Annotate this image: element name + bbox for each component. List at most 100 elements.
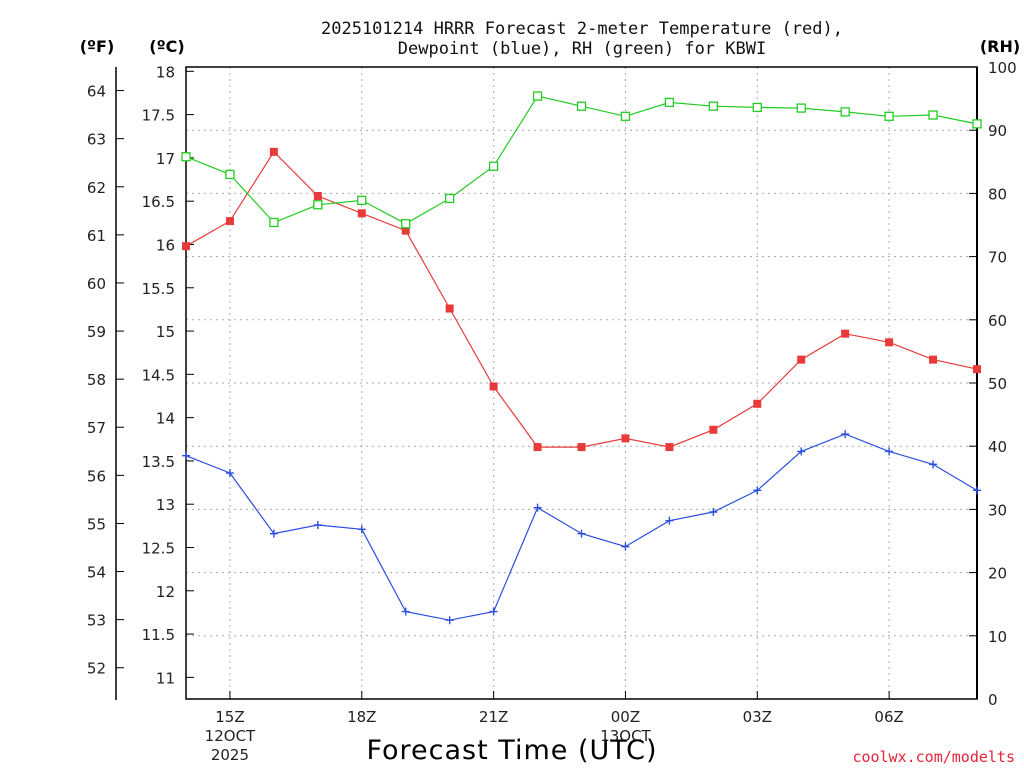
rh-point xyxy=(488,161,499,171)
rh-point xyxy=(181,152,191,162)
dewpoint-point xyxy=(225,469,234,478)
rh-tick-label: 90 xyxy=(988,122,1007,140)
rh-tick-label: 100 xyxy=(988,59,1017,77)
temperature-point xyxy=(973,365,981,374)
dewpoint-point xyxy=(401,607,410,616)
dewpoint-point xyxy=(929,460,938,469)
series-rh xyxy=(181,91,982,229)
celsius-unit-label: (ºC) xyxy=(149,37,184,56)
series-dewpoint xyxy=(182,430,981,625)
time-tick-label: 15Z xyxy=(215,708,244,726)
celsius-tick-label: 14 xyxy=(156,410,175,428)
temperature-point xyxy=(709,425,718,434)
fahrenheit-tick-label: 63 xyxy=(87,131,106,149)
temperature-point xyxy=(313,191,322,200)
temperature-point xyxy=(665,443,674,452)
dewpoint-point xyxy=(182,451,190,460)
dewpoint-point xyxy=(445,616,454,625)
dewpoint-point xyxy=(709,507,718,516)
rh-point xyxy=(972,119,982,129)
rh-point xyxy=(532,91,543,101)
rh-tick-label: 20 xyxy=(988,565,1007,583)
celsius-tick-label: 12.5 xyxy=(142,539,175,557)
dewpoint-point xyxy=(577,529,586,538)
fahrenheit-tick-label: 61 xyxy=(87,227,106,245)
temperature-point xyxy=(533,443,542,452)
rh-point xyxy=(357,195,367,206)
fahrenheit-axis-ticks: 52 53 54 55 56 57 58 59 60 61 62 63 64 xyxy=(87,83,124,678)
fahrenheit-tick-label: 58 xyxy=(87,371,106,389)
rh-point xyxy=(620,111,631,121)
temperature-point xyxy=(753,399,762,408)
temperature-point xyxy=(489,382,498,391)
celsius-tick-label: 11.5 xyxy=(142,626,175,644)
temperature-point xyxy=(621,434,630,443)
rh-point xyxy=(576,101,587,111)
rh-axis-ticks: 0 10 20 30 40 50 60 70 80 90 100 xyxy=(969,59,1017,709)
rh-point xyxy=(796,103,806,113)
temperature-point xyxy=(269,147,278,156)
dewpoint-point xyxy=(841,430,850,439)
year-tick-label: 2025 xyxy=(211,746,249,764)
rh-point xyxy=(752,102,762,113)
fahrenheit-tick-label: 52 xyxy=(87,660,106,678)
rh-tick-label: 30 xyxy=(988,501,1007,519)
temperature-point xyxy=(182,242,190,251)
time-tick-label: 18Z xyxy=(347,708,376,726)
celsius-tick-label: 17 xyxy=(156,150,175,168)
rh-point xyxy=(401,219,411,229)
credit-text: coolwx.com/modelts xyxy=(852,748,1015,766)
fahrenheit-tick-label: 64 xyxy=(87,83,106,101)
gridlines xyxy=(186,67,977,699)
dewpoint-point xyxy=(797,447,806,456)
fahrenheit-tick-label: 60 xyxy=(87,275,106,293)
time-tick-label: 03Z xyxy=(743,708,772,726)
celsius-tick-label: 17.5 xyxy=(142,107,175,125)
temperature-point xyxy=(885,338,894,347)
temperature-point xyxy=(797,355,806,364)
date-tick-label: 13OCT xyxy=(600,727,651,745)
dewpoint-point xyxy=(885,447,894,456)
celsius-tick-label: 13.5 xyxy=(142,453,175,471)
dewpoint-line xyxy=(185,433,978,621)
time-tick-label: 21Z xyxy=(479,708,508,726)
temperature-point xyxy=(577,443,586,452)
celsius-tick-label: 14.5 xyxy=(142,366,175,384)
date-tick-label: 12OCT xyxy=(205,727,256,745)
dewpoint-point xyxy=(533,503,542,512)
temperature-point xyxy=(357,209,366,218)
dewpoint-point xyxy=(269,529,278,538)
fahrenheit-tick-label: 56 xyxy=(87,467,106,485)
rh-tick-label: 80 xyxy=(988,185,1007,203)
rh-tick-label: 50 xyxy=(988,375,1007,393)
fahrenheit-tick-label: 59 xyxy=(87,323,106,341)
temperature-point xyxy=(401,226,410,235)
dewpoint-point xyxy=(753,486,762,495)
rh-tick-label: 60 xyxy=(988,312,1007,330)
rh-tick-label: 40 xyxy=(988,438,1007,456)
rh-point xyxy=(840,107,850,117)
rh-point xyxy=(225,169,235,180)
temperature-point xyxy=(225,217,234,226)
temperature-point xyxy=(445,304,454,313)
rh-point xyxy=(664,97,675,108)
fahrenheit-tick-label: 55 xyxy=(87,515,106,533)
chart-title-line-2: Dewpoint (blue), RH (green) for KBWI xyxy=(398,39,766,59)
rh-tick-label: 10 xyxy=(988,628,1007,646)
series-temperature xyxy=(182,147,981,452)
rh-unit-label: (RH) xyxy=(980,37,1020,56)
celsius-tick-label: 12 xyxy=(156,583,175,601)
dewpoint-point xyxy=(489,607,498,616)
rh-point xyxy=(269,217,279,228)
temperature-point xyxy=(841,329,850,338)
fahrenheit-tick-label: 62 xyxy=(87,179,106,197)
time-tick-label: 00Z xyxy=(611,708,640,726)
celsius-tick-label: 16 xyxy=(156,236,175,254)
temperature-line xyxy=(185,150,978,448)
rh-point xyxy=(928,110,938,120)
rh-point xyxy=(884,111,894,121)
rh-point xyxy=(708,101,718,111)
celsius-tick-label: 13 xyxy=(156,496,175,514)
